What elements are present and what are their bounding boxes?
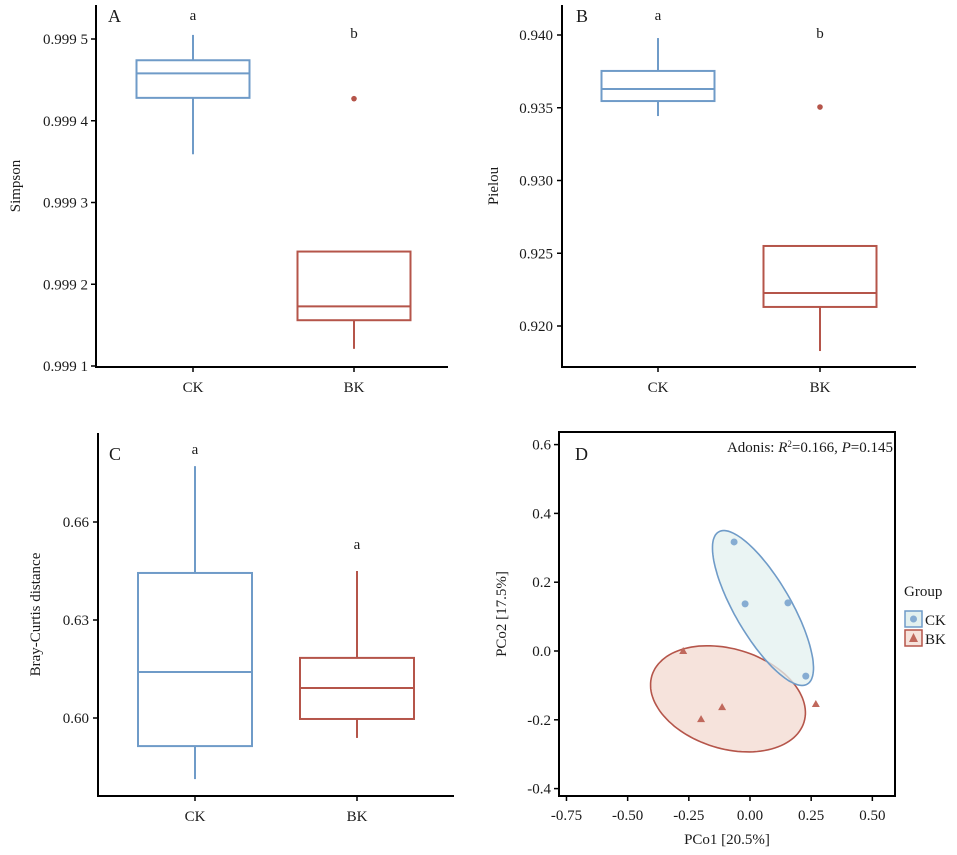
box-ck: a	[600, 8, 716, 117]
panel-letter: C	[109, 444, 121, 464]
y-axis-title: Bray-Curtis distance	[28, 552, 44, 676]
annotation-p-label: P	[841, 440, 851, 456]
annotation-r2-sup: 2	[787, 439, 792, 449]
legend-circle-icon	[910, 615, 917, 623]
y-axis-title: PCo2 [17.5%]	[494, 571, 510, 657]
y-tick-label: 0.935	[519, 101, 553, 117]
y-tick-label: 0.920	[519, 319, 553, 335]
annotation-r2-value: =0.166,	[792, 440, 842, 456]
y-tick-label: 0.999 3	[43, 196, 88, 212]
panel-letter: A	[108, 6, 121, 26]
significance-letter: a	[655, 8, 662, 24]
outlier-point	[817, 104, 823, 110]
legend-label: CK	[925, 613, 946, 629]
y-tick-label: -0.2	[527, 713, 551, 729]
plot-frame	[558, 431, 896, 797]
panel-c: 0.60 0.63 0.66 CK BK Bray-Curtis distance C a a	[28, 433, 454, 825]
y-tick-label: 0.999 2	[43, 277, 88, 293]
box-bk: a	[299, 537, 415, 738]
annotation-r2-label: R	[777, 440, 787, 456]
plot-area	[649, 529, 820, 753]
data-point-ck	[741, 600, 749, 608]
adonis-annotation: Adonis: R2=0.166, P=0.145	[727, 439, 893, 456]
outlier-point	[351, 95, 357, 102]
y-tick-label: 0.925	[519, 246, 553, 262]
data-point-bk	[679, 647, 688, 654]
y-tick-label: 0.63	[63, 613, 89, 629]
significance-letter: a	[354, 537, 361, 553]
legend-item-bk: BK	[904, 629, 946, 648]
significance-letter: a	[190, 8, 197, 24]
y-tick-label: 0.999 5	[43, 32, 88, 48]
iqr-box	[296, 250, 412, 322]
iqr-box	[135, 59, 251, 99]
legend-triangle-icon	[909, 633, 918, 642]
x-tick-label: -0.75	[551, 808, 582, 824]
panel-b: 0.920 0.925 0.930 0.935 0.940 CK BK Pielou B a b	[486, 5, 916, 396]
x-tick-label: 0.00	[737, 808, 763, 824]
data-point-ck	[730, 538, 738, 546]
data-point-bk	[811, 699, 820, 707]
panel-letter: D	[575, 444, 588, 464]
iqr-box	[137, 571, 253, 748]
data-point-ck	[802, 672, 810, 680]
iqr-box	[600, 69, 716, 103]
box-ck: a	[135, 8, 251, 155]
significance-letter: b	[350, 26, 358, 42]
box-bk: b	[296, 26, 412, 349]
y-tick-label: 0.0	[532, 644, 551, 660]
box-ck: a	[137, 442, 253, 780]
data-point-bk	[718, 703, 727, 711]
legend-title: Group	[904, 584, 942, 600]
x-tick-label: CK	[183, 380, 204, 396]
x-tick-label: CK	[185, 809, 206, 825]
significance-letter: b	[816, 26, 824, 42]
data-point-bk	[697, 715, 706, 723]
significance-letter: a	[192, 442, 199, 458]
legend-label: BK	[925, 632, 946, 648]
y-tick-label: -0.4	[527, 782, 551, 798]
x-tick-label: -0.25	[673, 808, 704, 824]
box-bk: b	[762, 26, 878, 352]
y-tick-label: 0.2	[532, 575, 551, 591]
y-tick-label: 0.940	[519, 28, 553, 44]
y-tick-label: 0.999 4	[43, 114, 89, 130]
y-tick-label: 0.66	[63, 515, 90, 531]
panel-d: -0.4 -0.2 0.0 0.2 0.4 0.6 -0.75 -0.50 -0.25 0.00 0…	[494, 431, 946, 848]
x-tick-label: BK	[344, 380, 365, 396]
x-tick-label: BK	[810, 380, 831, 396]
legend-item-ck: CK	[904, 610, 946, 629]
y-tick-label: 0.60	[63, 711, 89, 727]
y-axis-title: Simpson	[8, 159, 24, 212]
confidence-ellipse-ck	[711, 529, 815, 687]
annotation-p-value: =0.145	[851, 440, 893, 456]
y-tick-label: 0.4	[532, 506, 551, 522]
panel-letter: B	[576, 6, 588, 26]
annotation-prefix: Adonis:	[727, 440, 778, 456]
data-point-ck	[784, 599, 792, 607]
x-tick-label: 0.50	[859, 808, 885, 824]
x-tick-label: 0.25	[798, 808, 824, 824]
x-tick-label: CK	[648, 380, 669, 396]
iqr-box	[762, 244, 878, 308]
y-tick-label: 0.999 1	[43, 359, 88, 375]
x-axis-title: PCo1 [20.5%]	[684, 832, 770, 848]
y-axis-title: Pielou	[486, 166, 502, 205]
x-tick-label: -0.50	[612, 808, 643, 824]
legend: Group CK BK	[904, 584, 946, 648]
panel-a: 0.999 1 0.999 2 0.999 3 0.999 4 0.999 5 CK BK S…	[8, 5, 448, 396]
y-tick-label: 0.930	[519, 174, 553, 190]
x-tick-label: BK	[347, 809, 368, 825]
y-tick-label: 0.6	[532, 438, 551, 454]
